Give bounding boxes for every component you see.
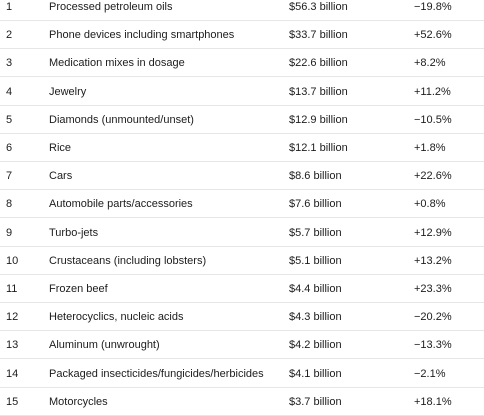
table-row: 8 Automobile parts/accessories $7.6 billio…: [0, 190, 484, 219]
product-cell: Crustaceans (including lobsters): [49, 254, 207, 267]
product-cell: Processed petroleum oils: [49, 1, 173, 13]
value-cell: $7.6 billion: [289, 198, 342, 211]
rank-cell: 6: [6, 142, 13, 154]
rank-cell: 9: [6, 226, 13, 239]
product-cell: Diamonds (unmounted/unset): [49, 113, 194, 126]
rank-cell: 14: [6, 367, 19, 380]
table-row: 5 Diamonds (unmounted/unset) $12.9 billion…: [0, 106, 484, 134]
value-cell: $56.3 billion: [289, 1, 348, 13]
value-cell: $33.7 billion: [289, 29, 348, 42]
product-cell: Rice: [49, 142, 72, 154]
rank-cell: 5: [6, 113, 13, 126]
product-cell: Frozen beef: [49, 283, 108, 295]
table-row: 3 Medication mixes in dosage $22.6 billion…: [0, 49, 484, 78]
table-row: 6 Rice $12.1 billion +1.8%: [0, 134, 484, 162]
value-cell: $12.9 billion: [289, 113, 348, 126]
rank-cell: 8: [6, 198, 13, 211]
change-cell: +13.2%: [414, 254, 452, 267]
product-cell: Packaged insecticides/fungicides/herbici…: [49, 367, 264, 380]
rank-cell: 10: [6, 254, 19, 267]
value-cell: $4.2 billion: [289, 339, 342, 352]
table-row: 12 Heterocyclics, nucleic acids $4.3 billi…: [0, 303, 484, 332]
rank-cell: 3: [6, 57, 13, 70]
rank-cell: 15: [6, 395, 19, 408]
change-cell: +8.2%: [414, 57, 446, 70]
rank-cell: 12: [6, 311, 19, 324]
value-cell: $4.3 billion: [289, 311, 342, 324]
change-cell: +22.6%: [414, 170, 452, 183]
value-cell: $5.7 billion: [289, 226, 342, 239]
change-cell: +0.8%: [414, 198, 446, 211]
value-cell: $4.1 billion: [289, 367, 342, 380]
table-row: 1 Processed petroleum oils $56.3 billion −1…: [0, 0, 484, 21]
product-cell: Turbo-jets: [49, 226, 99, 239]
change-cell: −19.8%: [414, 1, 452, 13]
rank-cell: 13: [6, 339, 19, 352]
table-row: 13 Aluminum (unwrought) $4.2 billion −13.3%: [0, 331, 484, 360]
product-cell: Medication mixes in dosage: [49, 57, 185, 70]
value-cell: $4.4 billion: [289, 283, 342, 295]
change-cell: +11.2%: [414, 85, 451, 98]
table-row: 11 Frozen beef $4.4 billion +23.3%: [0, 275, 484, 303]
value-cell: $12.1 billion: [289, 142, 348, 154]
change-cell: +18.1%: [414, 395, 452, 408]
product-cell: Motorcycles: [49, 395, 108, 408]
product-cell: Phone devices including smartphones: [49, 29, 235, 42]
change-cell: −13.3%: [414, 339, 452, 352]
change-cell: −10.5%: [414, 113, 452, 126]
change-cell: +1.8%: [414, 142, 446, 154]
table-row: 15 Motorcycles $3.7 billion +18.1%: [0, 388, 484, 416]
table-row: 14 Packaged insecticides/fungicides/herbi…: [0, 360, 484, 388]
table-row: 9 Turbo-jets $5.7 billion +12.9%: [0, 219, 484, 247]
value-cell: $13.7 billion: [289, 85, 348, 98]
table-row: 7 Cars $8.6 billion +22.6%: [0, 162, 484, 191]
rank-cell: 4: [6, 85, 13, 98]
value-cell: $8.6 billion: [289, 170, 342, 183]
product-cell: Jewelry: [49, 85, 87, 98]
product-cell: Heterocyclics, nucleic acids: [49, 311, 184, 324]
rank-cell: 11: [6, 283, 18, 295]
rank-cell: 7: [6, 170, 13, 183]
table-row: 10 Crustaceans (including lobsters) $5.1 b…: [0, 247, 484, 275]
change-cell: −2.1%: [414, 367, 446, 380]
table-row: 2 Phone devices including smartphones $33.…: [0, 21, 484, 50]
product-cell: Aluminum (unwrought): [49, 339, 160, 352]
rank-cell: 1: [6, 1, 13, 13]
table-row: 4 Jewelry $13.7 billion +11.2%: [0, 78, 484, 106]
value-cell: $22.6 billion: [289, 57, 348, 70]
product-cell: Cars: [49, 170, 73, 183]
product-cell: Automobile parts/accessories: [49, 198, 193, 211]
value-cell: $5.1 billion: [289, 254, 342, 267]
rank-cell: 2: [6, 29, 13, 42]
change-cell: −20.2%: [414, 311, 452, 324]
value-cell: $3.7 billion: [289, 395, 342, 408]
change-cell: +23.3%: [414, 283, 452, 295]
change-cell: +12.9%: [414, 226, 452, 239]
change-cell: +52.6%: [414, 29, 452, 42]
